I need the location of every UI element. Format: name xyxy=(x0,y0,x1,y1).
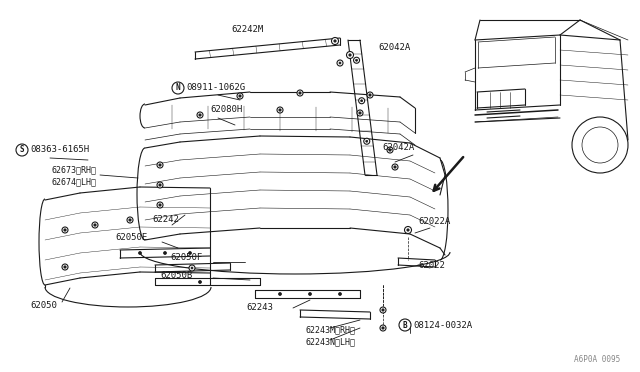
Circle shape xyxy=(380,307,386,313)
Circle shape xyxy=(333,39,337,43)
Text: 62673〈RH〉: 62673〈RH〉 xyxy=(52,166,97,174)
Circle shape xyxy=(299,92,301,94)
Text: A6P0A 0095: A6P0A 0095 xyxy=(573,356,620,365)
Text: 62042A: 62042A xyxy=(378,44,410,52)
Circle shape xyxy=(361,100,363,102)
Circle shape xyxy=(197,112,203,118)
Circle shape xyxy=(334,40,336,42)
Circle shape xyxy=(157,162,163,168)
Circle shape xyxy=(191,266,193,269)
Circle shape xyxy=(157,182,163,188)
Text: 62243N〈LH〉: 62243N〈LH〉 xyxy=(305,337,355,346)
Circle shape xyxy=(189,251,191,254)
Circle shape xyxy=(127,217,133,223)
Circle shape xyxy=(278,292,282,295)
Circle shape xyxy=(277,107,283,113)
Circle shape xyxy=(198,280,202,283)
Circle shape xyxy=(359,112,361,114)
Text: 62242M: 62242M xyxy=(232,26,264,35)
Text: N: N xyxy=(176,83,180,93)
Text: 08911-1062G: 08911-1062G xyxy=(186,83,245,93)
Circle shape xyxy=(237,93,243,99)
Circle shape xyxy=(94,224,96,226)
Text: 62080H: 62080H xyxy=(210,106,243,115)
Circle shape xyxy=(157,202,163,208)
Text: 08363-6165H: 08363-6165H xyxy=(30,145,89,154)
Circle shape xyxy=(369,94,371,96)
Text: 62243: 62243 xyxy=(246,304,273,312)
Circle shape xyxy=(308,292,312,295)
Circle shape xyxy=(172,82,184,94)
Text: 62674〈LH〉: 62674〈LH〉 xyxy=(52,177,97,186)
Circle shape xyxy=(382,309,384,311)
Circle shape xyxy=(279,109,281,111)
Circle shape xyxy=(407,229,409,231)
Circle shape xyxy=(332,38,339,45)
Circle shape xyxy=(388,149,391,151)
Circle shape xyxy=(365,140,368,142)
Circle shape xyxy=(92,222,98,228)
Circle shape xyxy=(387,147,393,153)
Circle shape xyxy=(337,60,343,66)
Circle shape xyxy=(64,266,66,268)
Circle shape xyxy=(380,325,386,331)
Text: 62050F: 62050F xyxy=(170,253,202,263)
Circle shape xyxy=(364,138,370,144)
Circle shape xyxy=(353,57,360,63)
Text: 62050E: 62050E xyxy=(115,234,147,243)
Text: 62050: 62050 xyxy=(30,301,57,310)
Circle shape xyxy=(367,92,373,98)
Text: 62243M〈RH〉: 62243M〈RH〉 xyxy=(305,326,355,334)
Text: 62242: 62242 xyxy=(152,215,179,224)
Circle shape xyxy=(159,184,161,186)
Circle shape xyxy=(394,166,396,168)
Circle shape xyxy=(358,98,365,104)
Circle shape xyxy=(163,251,166,254)
Circle shape xyxy=(129,219,131,221)
Circle shape xyxy=(357,110,363,116)
Circle shape xyxy=(339,62,341,64)
Circle shape xyxy=(64,229,66,231)
Text: B: B xyxy=(403,321,407,330)
Text: 62042A: 62042A xyxy=(382,144,414,153)
Text: 62022: 62022 xyxy=(418,260,445,269)
Circle shape xyxy=(62,264,68,270)
Circle shape xyxy=(199,114,201,116)
Circle shape xyxy=(62,227,68,233)
Circle shape xyxy=(404,227,412,234)
Text: S: S xyxy=(20,145,24,154)
Circle shape xyxy=(16,144,28,156)
Circle shape xyxy=(239,95,241,97)
Circle shape xyxy=(159,164,161,166)
Circle shape xyxy=(191,267,193,269)
Circle shape xyxy=(382,327,384,329)
Circle shape xyxy=(399,319,411,331)
Text: 08124-0032A: 08124-0032A xyxy=(413,321,472,330)
Circle shape xyxy=(339,292,342,295)
Circle shape xyxy=(159,204,161,206)
Circle shape xyxy=(346,51,353,58)
Circle shape xyxy=(392,164,398,170)
Text: 62022A: 62022A xyxy=(418,218,451,227)
Circle shape xyxy=(138,251,141,254)
Circle shape xyxy=(297,90,303,96)
Circle shape xyxy=(189,265,195,271)
Text: 62050B: 62050B xyxy=(160,270,192,279)
Circle shape xyxy=(356,59,358,61)
Circle shape xyxy=(349,54,351,56)
